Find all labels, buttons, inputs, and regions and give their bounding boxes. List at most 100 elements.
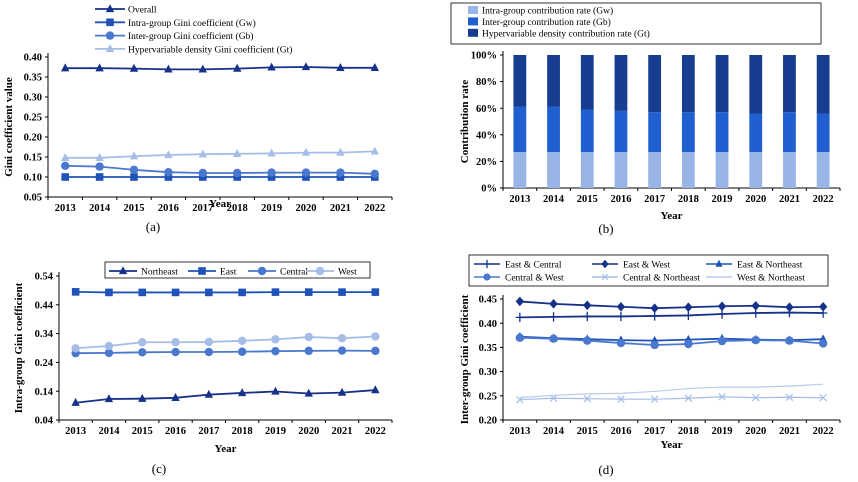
- x-tick-label: 2014: [543, 194, 565, 205]
- data-point: [271, 386, 280, 395]
- data-point: [198, 149, 207, 158]
- y-tick-label: 0.05: [24, 193, 42, 204]
- data-point: [616, 311, 626, 322]
- data-point: [583, 311, 592, 322]
- x-tick-label: 2015: [132, 426, 153, 437]
- data-point: [301, 168, 311, 177]
- data-point: [337, 346, 347, 355]
- legend-marker: [118, 266, 128, 275]
- bar-hypervariable-2017: [648, 55, 662, 113]
- data-point: [138, 338, 147, 347]
- x-tick-label: 2020: [298, 426, 319, 437]
- series-line: [75, 389, 376, 404]
- data-point: [301, 147, 311, 156]
- legend-marker: [105, 44, 115, 53]
- data-point: [515, 312, 525, 323]
- data-point: [61, 153, 70, 161]
- legend-marker: [483, 273, 491, 281]
- y-tick-label: 0.40: [479, 319, 497, 330]
- data-point: [370, 63, 379, 71]
- x-tick-label: 2019: [712, 194, 733, 205]
- data-point: [95, 153, 104, 161]
- bar-intra-group-2015: [580, 152, 594, 188]
- y-tick-label: 0.54: [35, 272, 54, 283]
- legend-box: [104, 261, 371, 279]
- data-point: [336, 173, 345, 181]
- data-point: [583, 300, 592, 311]
- x-tick-label: 2020: [296, 203, 317, 214]
- series-line: [519, 311, 824, 319]
- data-point: [138, 288, 147, 297]
- y-tick-label: 0.04: [35, 416, 54, 427]
- series-line: [75, 290, 376, 294]
- legend-label: Central & Northeast: [623, 274, 700, 284]
- y-axis-label: Gini coefficient value: [3, 77, 15, 177]
- x-tick-label: 2020: [745, 194, 766, 205]
- y-tick-label: 0.24: [35, 358, 54, 369]
- y-tick-label: 0.40: [24, 53, 42, 64]
- bar-inter-group-2014: [547, 106, 560, 153]
- data-point: [549, 312, 558, 322]
- x-tick-label: 2019: [265, 426, 286, 437]
- x-tick-label: 2017: [644, 194, 665, 205]
- data-point: [95, 173, 104, 181]
- data-point: [650, 340, 659, 350]
- data-point: [205, 288, 213, 297]
- series-line: [75, 349, 376, 355]
- x-tick-label: 2018: [227, 203, 248, 214]
- y-tick-label: 0.35: [24, 73, 42, 84]
- bar-hypervariable-2020: [749, 55, 763, 114]
- legend-marker: [106, 18, 114, 27]
- data-point: [549, 299, 558, 309]
- data-point: [204, 337, 214, 347]
- series-line: [519, 383, 824, 399]
- x-tick-label: 2021: [779, 194, 800, 205]
- data-point: [304, 346, 313, 356]
- data-point: [371, 332, 380, 341]
- data-point: [129, 165, 139, 174]
- data-point: [61, 63, 70, 72]
- x-tick-label: 2021: [330, 203, 351, 214]
- data-point: [271, 288, 280, 296]
- data-point: [71, 397, 80, 406]
- data-point: [129, 63, 139, 72]
- x-tick-label: 2017: [192, 203, 213, 214]
- x-tick-label: 2017: [644, 426, 665, 437]
- bar-intra-group-2014: [547, 152, 560, 188]
- x-tick-label: 2016: [610, 426, 631, 437]
- y-tick-label: 80%: [476, 77, 497, 88]
- y-tick-label: 0.30: [479, 367, 497, 378]
- bar-intra-group-2022: [816, 152, 830, 188]
- series-line: [519, 396, 824, 401]
- x-axis-label: Year: [661, 210, 683, 222]
- data-point: [233, 63, 242, 72]
- x-axis-label: Year: [661, 439, 683, 451]
- data-point: [616, 301, 626, 312]
- y-tick-label: 0.20: [479, 416, 497, 427]
- bar-inter-group-2016: [614, 110, 628, 153]
- data-point: [130, 173, 138, 181]
- x-tick-label: 2015: [124, 203, 145, 214]
- data-point: [650, 395, 659, 403]
- data-point: [818, 301, 828, 312]
- data-point: [95, 162, 104, 171]
- data-point: [717, 301, 727, 312]
- legend-swatch: [468, 28, 478, 37]
- data-point: [104, 348, 114, 358]
- y-tick-label: 40%: [476, 130, 497, 141]
- bar-hypervariable-2019: [715, 55, 729, 113]
- data-point: [370, 146, 379, 155]
- bar-inter-group-2020: [749, 113, 763, 153]
- x-tick-label: 2016: [165, 426, 186, 437]
- bar-intra-group-2021: [783, 152, 796, 188]
- y-tick-label: 0.15: [24, 153, 42, 164]
- legend-label: West: [338, 268, 357, 278]
- data-point: [785, 336, 794, 345]
- legend-label: East & Northeast: [737, 261, 803, 271]
- data-point: [616, 338, 626, 348]
- x-tick-label: 2015: [577, 426, 598, 437]
- data-point: [71, 288, 80, 296]
- data-point: [684, 339, 693, 349]
- data-point: [138, 393, 147, 402]
- data-point: [304, 332, 313, 342]
